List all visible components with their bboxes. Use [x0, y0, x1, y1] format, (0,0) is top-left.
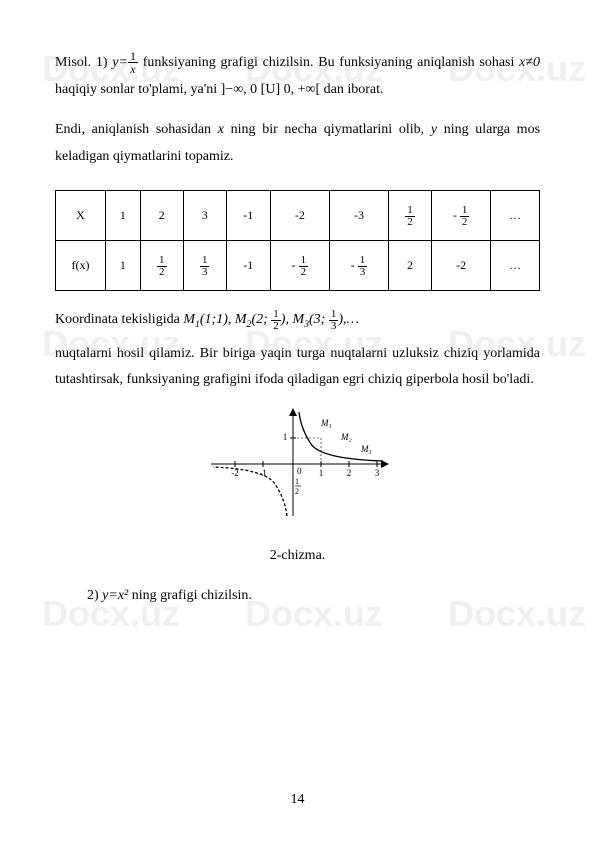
- text: Misol. 1): [55, 55, 112, 70]
- svg-text:1: 1: [318, 468, 323, 478]
- paragraph-3: nuqtalarni hosil qilamiz. Bir biriga yaq…: [55, 341, 540, 394]
- text: funksiyaning grafigi chizilsin. Bu funks…: [143, 55, 519, 70]
- table-cell: 1: [106, 191, 141, 241]
- table-row: X 1 2 3 -1 -2 -3 12 - 12 …: [56, 191, 540, 241]
- inequality: x≠0: [519, 55, 540, 70]
- table-cell: -1: [226, 191, 270, 241]
- table-cell: f(x): [56, 241, 106, 291]
- svg-text:1: 1: [295, 477, 299, 486]
- table-cell: - 13: [329, 241, 388, 291]
- table-cell: - 12: [270, 241, 329, 291]
- points-list: M1(1;1), M2(2; 12), M3(3; 13),…: [183, 312, 359, 327]
- item-2: 2) y=x² ning grafigi chizilsin.: [55, 583, 540, 610]
- table-cell: 12: [140, 241, 183, 291]
- text: ning bir necha qiymatlarini olib,: [231, 122, 431, 137]
- equation-y-eq-x-sq: y=x²: [102, 588, 128, 603]
- svg-text:M₂: M₂: [340, 432, 352, 442]
- text: 2): [87, 588, 102, 603]
- table-cell: 12: [389, 191, 432, 241]
- table-cell: - 12: [432, 191, 491, 241]
- page-number: 14: [0, 787, 595, 814]
- paragraph-1: Misol. 1) y=1x funksiyaning grafigi chiz…: [55, 50, 540, 103]
- table-cell: …: [491, 191, 540, 241]
- table-cell: X: [56, 191, 106, 241]
- coordinates-sentence: Koordinata tekisligida M1(1;1), M2(2; 12…: [55, 307, 540, 334]
- svg-text:M₁: M₁: [320, 418, 332, 428]
- table-cell: -1: [226, 241, 270, 291]
- text: haqiqiy sonlar to'plami, ya'ni: [55, 82, 221, 97]
- svg-text:0: 0: [297, 466, 302, 476]
- text: dan iborat.: [324, 82, 384, 97]
- svg-text:2: 2: [346, 468, 351, 478]
- svg-text:1: 1: [282, 432, 287, 442]
- paragraph-2: Endi, aniqlanish sohasidan x ning bir ne…: [55, 117, 540, 170]
- text: ning grafigi chizilsin.: [128, 588, 252, 603]
- interval-notation: ]−∞, 0 [U] 0, +∞[: [221, 82, 321, 97]
- variable-x: x: [218, 122, 224, 137]
- table-cell: 2: [140, 191, 183, 241]
- values-table: X 1 2 3 -1 -2 -3 12 - 12 … f(x) 1 12 13 …: [55, 190, 540, 291]
- equation-y-eq-1-over-x: y=: [112, 55, 128, 70]
- denominator: x: [128, 63, 138, 75]
- table-cell: -2: [432, 241, 491, 291]
- fraction: 1x: [128, 50, 138, 75]
- table-cell: 1: [106, 241, 141, 291]
- table-cell: 2: [389, 241, 432, 291]
- table-cell: 3: [183, 191, 226, 241]
- text: Koordinata tekisligida: [55, 312, 183, 327]
- text: Endi, aniqlanish sohasidan: [55, 122, 218, 137]
- hyperbola-graph: -2 -1 0 1 2 3 1 M₁ M₂ M₃ 1 2: [55, 404, 540, 535]
- svg-text:3: 3: [374, 468, 379, 478]
- variable-y: y: [431, 122, 437, 137]
- table-cell: 13: [183, 241, 226, 291]
- table-cell: -3: [329, 191, 388, 241]
- svg-text:2: 2: [295, 487, 299, 496]
- table-row: f(x) 1 12 13 -1 - 12 - 13 2 -2 …: [56, 241, 540, 291]
- table-cell: -2: [270, 191, 329, 241]
- table-cell: …: [491, 241, 540, 291]
- figure-caption: 2-chizma.: [55, 543, 540, 570]
- svg-text:M₃: M₃: [360, 444, 372, 454]
